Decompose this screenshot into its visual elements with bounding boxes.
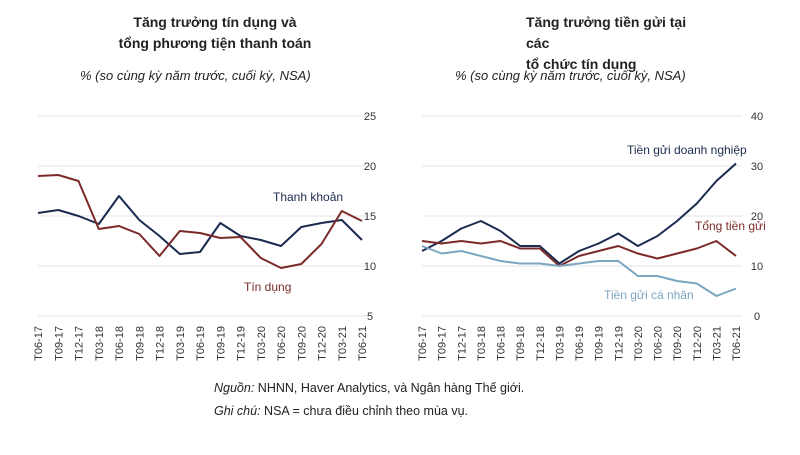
series-line-2-2 <box>421 240 737 267</box>
x-tick-label: T06-18 <box>114 326 126 361</box>
series-line-2-1 <box>421 162 737 265</box>
chart2-title-line1: Tăng trưởng tiền gửi tại các <box>526 14 687 51</box>
series-line-1-1 <box>37 195 363 255</box>
y-tick-label: 0 <box>754 311 760 323</box>
x-tick-label: T09-19 <box>215 326 227 361</box>
x-tick-label: T09-17 <box>53 326 65 361</box>
x-tick-label: T03-21 <box>337 326 349 361</box>
note-label: Ghi chú: <box>214 404 261 418</box>
y-tick-label: 20 <box>364 161 376 173</box>
x-tick-label: T03-20 <box>256 326 268 361</box>
chart1-title-line1: Tăng trưởng tín dụng và <box>133 14 297 30</box>
x-tick-label: T06-19 <box>195 326 207 361</box>
y-tick-label: 40 <box>751 111 763 123</box>
series-line-2-3 <box>421 245 737 297</box>
chart2-subtitle: % (so cùng kỳ năm trước, cuối kỳ, NSA) <box>455 68 686 83</box>
x-tick-label: T03-18 <box>94 326 106 361</box>
x-tick-label: T06-19 <box>574 326 586 361</box>
y-tick-label: 20 <box>751 211 763 223</box>
x-tick-label: T03-20 <box>633 326 645 361</box>
x-tick-label: T09-18 <box>515 326 527 361</box>
x-tick-label: T09-20 <box>296 326 308 361</box>
y-tick-label: 15 <box>364 211 376 223</box>
y-tick-label: 10 <box>751 261 763 273</box>
x-tick-label: T06-20 <box>276 326 288 361</box>
y-tick-label: 30 <box>751 161 763 173</box>
y-tick-label: 10 <box>364 261 376 273</box>
x-tick-label: T06-17 <box>33 326 45 361</box>
x-tick-label: T03-19 <box>175 326 187 361</box>
x-tick-label: T12-18 <box>155 326 167 361</box>
x-tick-label: T03-18 <box>476 326 488 361</box>
x-tick-label: T06-21 <box>731 326 743 361</box>
x-tick-label: T12-20 <box>317 326 329 361</box>
chart-2: 0 10 20 30 40 T06-17 T09-17 T12-17 T03-18 T06-18 T… <box>417 111 766 361</box>
x-tick-label: T12-19 <box>613 326 625 361</box>
x-tick-label: T12-20 <box>692 326 704 361</box>
chart2-title-line2: tổ chức tín dụng <box>526 56 637 72</box>
x-tick-label: T06-18 <box>496 326 508 361</box>
chart2-title: Tăng trưởng tiền gửi tại các tổ chức tín… <box>490 12 700 75</box>
x-tick-label: T06-20 <box>653 326 665 361</box>
x-tick-label: T09-17 <box>437 326 449 361</box>
footnote: Ghi chú: NSA = chưa điều chỉnh theo mùa … <box>214 404 468 418</box>
series-line-1-2 <box>37 174 363 269</box>
x-tick-label: T09-20 <box>672 326 684 361</box>
x-tick-label: T12-17 <box>456 326 468 361</box>
source-label: Nguồn: <box>214 381 255 395</box>
series-annotation: Thanh khoản <box>273 190 343 204</box>
source-text: NHNN, Haver Analytics, và Ngân hàng Thế … <box>257 381 525 395</box>
x-tick-label: T06-17 <box>417 326 429 361</box>
note-text: NSA = chưa điều chỉnh theo mùa vụ. <box>264 404 469 418</box>
series-annotation: Tiền gửi cá nhân <box>604 288 694 302</box>
x-tick-label: T09-19 <box>594 326 606 361</box>
chart1-title: Tăng trưởng tín dụng và tổng phương tiện… <box>90 12 340 54</box>
chart1-title-line2: tổng phương tiện thanh toán <box>118 35 312 51</box>
series-annotation: Tín dụng <box>244 280 291 294</box>
x-tick-label: T12-18 <box>535 326 547 361</box>
x-tick-label: T09-18 <box>134 326 146 361</box>
y-tick-label: 5 <box>367 311 373 323</box>
x-tick-label: T12-17 <box>74 326 86 361</box>
chart-1: 5 10 15 20 25 T06-17 T09-17 T12-17 T03-18 T06-18 T… <box>33 111 376 361</box>
x-tick-label: T12-19 <box>236 326 248 361</box>
series-annotation: Tiền gửi doanh nghiệp <box>627 143 747 157</box>
chart1-subtitle: % (so cùng kỳ năm trước, cuối kỳ, NSA) <box>80 68 311 83</box>
x-tick-label: T06-21 <box>357 326 369 361</box>
x-tick-label: T03-19 <box>554 326 566 361</box>
source-note: Nguồn: NHNN, Haver Analytics, và Ngân hà… <box>214 381 524 395</box>
x-tick-label: T03-21 <box>711 326 723 361</box>
series-annotation: Tổng tiền gửi <box>695 219 766 233</box>
y-tick-label: 25 <box>364 111 376 123</box>
